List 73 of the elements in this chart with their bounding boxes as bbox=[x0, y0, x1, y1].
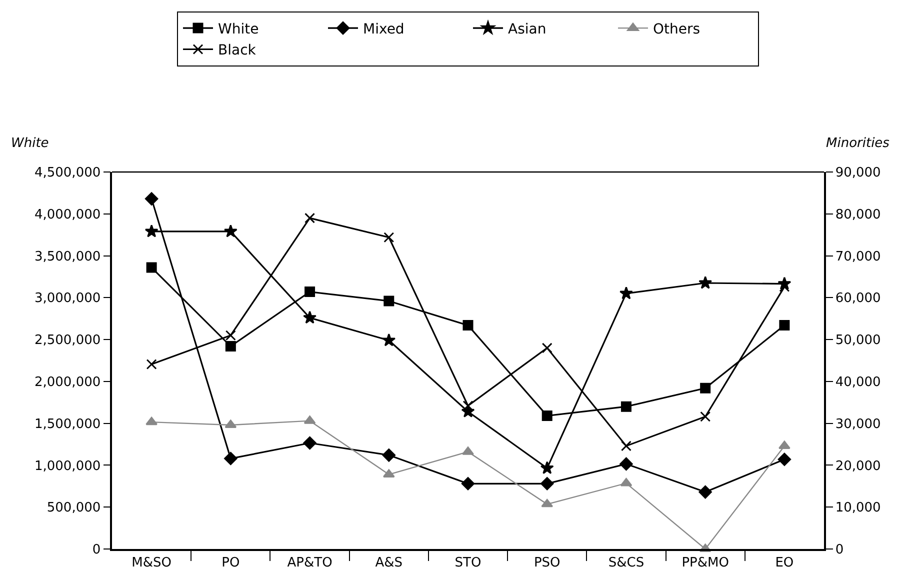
x-tick-label: AP&TO bbox=[287, 555, 332, 570]
point bbox=[382, 333, 396, 346]
y2-tick-label: 70,000 bbox=[835, 249, 881, 264]
y-tick-label: 3,500,000 bbox=[34, 249, 101, 264]
point bbox=[698, 276, 712, 289]
y2-tick-label: 10,000 bbox=[835, 500, 881, 516]
point bbox=[462, 446, 474, 455]
point bbox=[620, 440, 632, 452]
point bbox=[384, 296, 394, 306]
point bbox=[620, 401, 632, 412]
y2-tick-label: 30,000 bbox=[835, 416, 881, 432]
point bbox=[540, 477, 554, 490]
y-tick-label: 1,500,000 bbox=[34, 416, 101, 432]
point bbox=[224, 452, 238, 466]
x-tick-label: M&SO bbox=[132, 555, 172, 570]
point bbox=[224, 420, 237, 428]
x-tick-label: A&S bbox=[375, 555, 403, 570]
point bbox=[146, 262, 157, 273]
point bbox=[620, 457, 633, 471]
legend-label: Asian bbox=[508, 22, 546, 38]
y-tick-label: 4,500,000 bbox=[34, 166, 101, 181]
point bbox=[700, 411, 711, 422]
y-tick-label: 2,500,000 bbox=[34, 333, 101, 348]
y-tick-label: 2,000,000 bbox=[34, 374, 101, 390]
point bbox=[620, 478, 632, 486]
y2-tick-label: 90,000 bbox=[835, 166, 881, 181]
x-tick-label: STO bbox=[454, 555, 482, 570]
point bbox=[541, 498, 554, 508]
y2-axis-title: Minorities bbox=[826, 136, 890, 151]
y2-tick-label: 40,000 bbox=[835, 374, 881, 390]
y-tick-label: 500,000 bbox=[46, 500, 101, 516]
x-tick-label: PSO bbox=[534, 555, 560, 570]
y2-tick-label: 50,000 bbox=[835, 333, 881, 348]
point bbox=[462, 320, 474, 331]
point bbox=[146, 416, 158, 426]
point bbox=[144, 224, 158, 238]
y2-tick-label: 80,000 bbox=[835, 207, 881, 222]
y-tick-label: 1,000,000 bbox=[34, 458, 101, 474]
legend-label: Black bbox=[218, 42, 257, 59]
y2-tick-label: 20,000 bbox=[835, 458, 881, 474]
point bbox=[303, 310, 317, 324]
y2-tick-label: 0 bbox=[835, 542, 844, 558]
point bbox=[461, 477, 475, 490]
legend-label: White bbox=[218, 22, 259, 38]
y-tick-label: 4,000,000 bbox=[34, 207, 101, 222]
y-axis-title: White bbox=[11, 136, 49, 151]
point bbox=[225, 341, 236, 352]
legend-label: Mixed bbox=[363, 22, 404, 38]
point bbox=[542, 410, 552, 422]
point bbox=[225, 330, 236, 341]
legend-label: Others bbox=[653, 22, 700, 38]
x-tick-label: PP&MO bbox=[682, 555, 729, 570]
point bbox=[700, 382, 711, 394]
point bbox=[303, 436, 316, 450]
point bbox=[542, 342, 552, 354]
y-tick-label: 3,000,000 bbox=[34, 291, 101, 306]
point bbox=[779, 320, 790, 331]
point bbox=[304, 212, 316, 224]
point bbox=[146, 359, 157, 370]
y2-tick-label: 60,000 bbox=[835, 291, 881, 306]
x-tick-label: PO bbox=[222, 555, 240, 570]
x-tick-label: S&CS bbox=[608, 555, 644, 570]
x-tick-label: EO bbox=[775, 555, 794, 570]
point bbox=[698, 485, 712, 499]
point bbox=[144, 192, 158, 206]
y-tick-label: 0 bbox=[92, 542, 101, 558]
point bbox=[540, 461, 554, 474]
point bbox=[384, 232, 394, 243]
point bbox=[304, 286, 316, 298]
point bbox=[224, 224, 238, 238]
point bbox=[778, 452, 792, 466]
point bbox=[382, 448, 396, 462]
point bbox=[619, 286, 633, 300]
